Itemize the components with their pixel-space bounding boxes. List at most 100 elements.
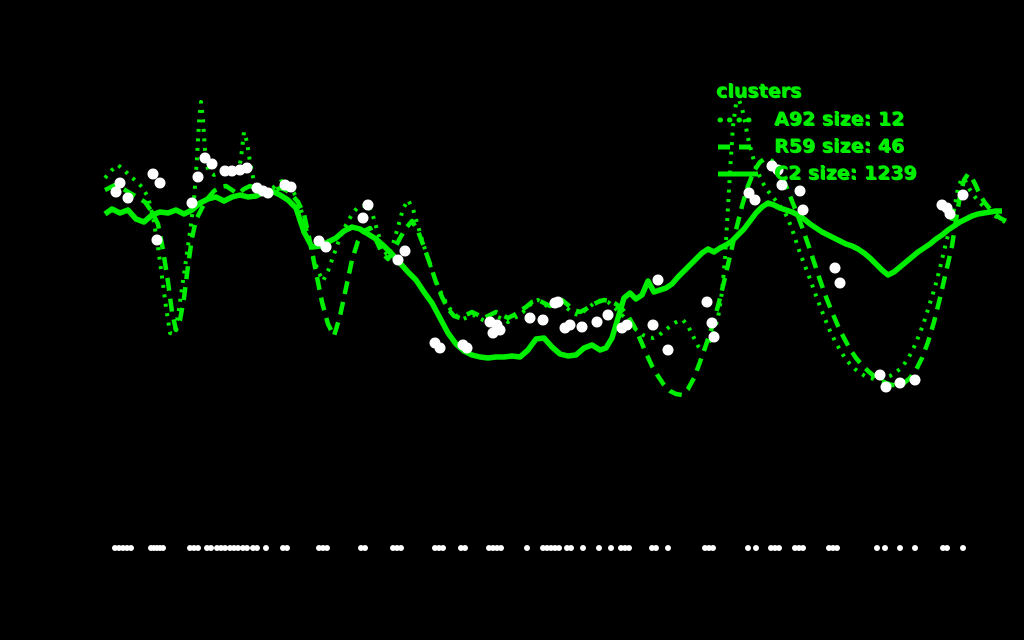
rug-tick xyxy=(160,545,166,551)
data-point-marker xyxy=(320,241,332,253)
rug-tick xyxy=(882,545,888,551)
rug-tick xyxy=(254,545,260,551)
data-point-marker xyxy=(392,254,404,266)
data-point-marker xyxy=(708,331,720,343)
data-point-marker xyxy=(576,321,588,333)
data-point-marker xyxy=(226,165,238,177)
data-point-marker xyxy=(602,309,614,321)
series-line-c2 xyxy=(103,188,1002,361)
legend-dashed-line-icon xyxy=(718,144,758,149)
rug-tick xyxy=(626,545,632,551)
data-point-marker xyxy=(706,317,718,329)
data-point-marker xyxy=(192,171,204,183)
data-point-marker xyxy=(880,381,892,393)
data-point-marker xyxy=(834,277,846,289)
rug-tick xyxy=(222,545,228,551)
data-point-marker xyxy=(114,177,126,189)
data-point-marker xyxy=(151,234,163,246)
rug-tick xyxy=(208,545,214,551)
data-point-marker xyxy=(206,158,218,170)
rug-tick xyxy=(244,545,250,551)
rug-tick xyxy=(556,545,562,551)
data-point-marker xyxy=(461,342,473,354)
data-point-marker xyxy=(944,208,956,220)
rug-tick xyxy=(745,545,751,551)
legend-label-a92: A92 size: 12 xyxy=(774,108,905,130)
rug-tick xyxy=(776,545,782,551)
data-point-marker xyxy=(262,187,274,199)
rug-tick xyxy=(960,545,966,551)
rug-tick xyxy=(665,545,671,551)
rug-tick xyxy=(498,545,504,551)
rug-tick xyxy=(874,545,880,551)
rug-tick xyxy=(580,545,586,551)
data-point-marker xyxy=(122,192,134,204)
data-point-marker xyxy=(147,168,159,180)
data-point-marker xyxy=(701,296,713,308)
data-point-marker xyxy=(362,199,374,211)
rug-tick xyxy=(398,545,404,551)
rug-tick xyxy=(284,545,290,551)
legend: clusters A92 size: 12 R59 size: 46 C2 si… xyxy=(716,80,917,187)
data-point-marker xyxy=(797,204,809,216)
data-point-marker xyxy=(434,342,446,354)
legend-item-c2: C2 size: 1239 xyxy=(716,160,917,187)
rug-tick xyxy=(324,545,330,551)
rug-tick xyxy=(710,545,716,551)
data-point-marker xyxy=(110,186,122,198)
legend-solid-line-icon xyxy=(718,171,758,176)
data-point-marker xyxy=(524,312,536,324)
data-point-marker xyxy=(186,197,198,209)
rug-tick xyxy=(897,545,903,551)
data-point-marker xyxy=(776,179,788,191)
rug-tick xyxy=(653,545,659,551)
rug-tick xyxy=(524,545,530,551)
data-point-marker xyxy=(357,212,369,224)
data-point-marker xyxy=(591,316,603,328)
data-point-marker xyxy=(909,374,921,386)
legend-dotted-line-icon xyxy=(717,117,759,122)
rug-tick xyxy=(834,545,840,551)
rug-tick xyxy=(235,545,241,551)
rug-tick xyxy=(568,545,574,551)
rug-tick xyxy=(440,545,446,551)
data-point-marker xyxy=(537,314,549,326)
data-point-marker xyxy=(794,185,806,197)
data-point-marker xyxy=(154,177,166,189)
data-point-marker xyxy=(494,324,506,336)
rug-tick xyxy=(263,545,269,551)
legend-label-r59: R59 size: 46 xyxy=(774,135,905,157)
data-point-marker xyxy=(564,319,576,331)
data-point-marker xyxy=(772,164,784,176)
legend-item-a92: A92 size: 12 xyxy=(716,106,917,133)
data-point-marker xyxy=(652,274,664,286)
rug-tick xyxy=(944,545,950,551)
rug-tick xyxy=(753,545,759,551)
rug-tick xyxy=(362,545,368,551)
rug-tick xyxy=(195,545,201,551)
data-point-marker xyxy=(647,319,659,331)
data-point-marker xyxy=(957,189,969,201)
data-point-marker xyxy=(552,296,564,308)
rug-tick xyxy=(608,545,614,551)
data-point-marker xyxy=(621,319,633,331)
legend-label-c2: C2 size: 1239 xyxy=(774,162,917,184)
rug-tick xyxy=(128,545,134,551)
rug-tick xyxy=(912,545,918,551)
series-line-r59 xyxy=(103,155,1008,398)
data-point-marker xyxy=(285,181,297,193)
data-point-marker xyxy=(662,344,674,356)
legend-title: clusters xyxy=(716,80,802,102)
data-point-marker xyxy=(399,245,411,257)
data-point-marker xyxy=(874,369,886,381)
data-point-marker xyxy=(829,262,841,274)
legend-item-r59: R59 size: 46 xyxy=(716,133,917,160)
data-point-marker xyxy=(749,194,761,206)
data-point-marker xyxy=(241,162,253,174)
rug-tick xyxy=(800,545,806,551)
rug-tick xyxy=(596,545,602,551)
rug-tick xyxy=(462,545,468,551)
data-point-marker xyxy=(894,377,906,389)
